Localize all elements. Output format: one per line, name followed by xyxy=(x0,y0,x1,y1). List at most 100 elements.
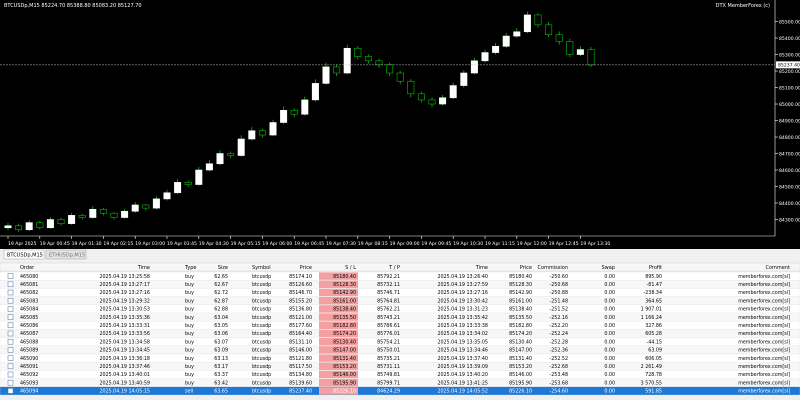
current-price-box xyxy=(776,61,800,69)
y-tick-label: 85300.00 xyxy=(779,52,800,58)
candle-body xyxy=(364,56,372,62)
table-cell: 2025.04.19 13:34:46 xyxy=(437,348,488,354)
y-tick-label: 85200.00 xyxy=(779,69,800,75)
table-cell: memberforex.com[sl] xyxy=(738,339,790,345)
table-cell: 85174.10 xyxy=(289,274,312,280)
table-cell: 85731.11 xyxy=(377,364,400,370)
table-cell: btcusdp xyxy=(252,282,271,288)
table-cell: 85735.21 xyxy=(377,356,400,362)
candle-body xyxy=(110,212,118,218)
table-cell: memberforex.com[sl] xyxy=(738,307,790,313)
column-header[interactable]: Swap xyxy=(601,265,615,271)
table-cell: 63.42 xyxy=(214,380,228,386)
table-cell: memberforex.com[sl] xyxy=(738,372,790,378)
table-cell: -254.60 xyxy=(549,389,568,395)
candle-body xyxy=(15,225,23,231)
table-cell: 465081 xyxy=(20,282,38,288)
row-icon xyxy=(7,314,14,320)
row-icon xyxy=(7,338,14,345)
table-row[interactable] xyxy=(0,386,800,396)
column-header[interactable]: Price xyxy=(520,265,532,271)
x-tick-label: 19 Apr 00:45 xyxy=(40,241,70,247)
x-tick-label: 19 Apr 03:00 xyxy=(135,241,165,247)
table-cell: 85786.61 xyxy=(377,323,400,329)
candle-body xyxy=(502,35,510,47)
table-cell: 465088 xyxy=(20,339,38,345)
column-header[interactable]: Commission xyxy=(537,265,568,271)
table-cell: 63.09 xyxy=(648,348,662,354)
chart-header: BTCUSDp,M15 85224.70 85388.80 85083.20 8… xyxy=(4,3,142,9)
candle-body xyxy=(439,97,447,105)
table-cell: memberforex.com[sl] xyxy=(738,389,790,395)
chart-tab[interactable] xyxy=(3,249,45,260)
candle-body xyxy=(428,99,436,105)
x-tick-label: 19 Apr 06:45 xyxy=(294,241,324,247)
table-cell: 85139.60 xyxy=(289,380,312,386)
candle-body xyxy=(417,93,425,101)
table-cell: memberforex.com[sl] xyxy=(738,274,790,280)
table-cell: 85764.81 xyxy=(377,298,400,304)
table-cell: 85182.80 xyxy=(333,323,356,329)
candle-body xyxy=(152,198,160,209)
column-header[interactable]: Order xyxy=(20,265,35,271)
table-cell: 85147.00 xyxy=(333,348,356,354)
table-cell: 84624.29 xyxy=(377,389,400,395)
candle-body xyxy=(587,49,595,66)
table-cell: 63.37 xyxy=(214,372,228,378)
row-icon xyxy=(7,379,14,386)
table-cell: memberforex.com[sl] xyxy=(738,356,790,362)
row-icon xyxy=(7,388,14,394)
table-cell: btcusdp xyxy=(252,380,271,386)
table-cell: 3 570.55 xyxy=(641,380,662,386)
table-cell: 85121.80 xyxy=(289,356,312,362)
y-tick-label: 84600.00 xyxy=(779,168,800,174)
table-cell: 0.00 xyxy=(604,356,615,362)
table-cell: buy xyxy=(185,356,194,362)
chart-tab[interactable] xyxy=(45,249,87,260)
y-tick-label: 84900.00 xyxy=(779,118,800,124)
table-cell: 2025.04.19 13:37:46 xyxy=(99,364,150,370)
table-cell: 85161.00 xyxy=(333,298,356,304)
table-cell: 63.05 xyxy=(214,323,228,329)
candle-body xyxy=(301,99,309,115)
table-cell: 85161.00 xyxy=(509,298,532,304)
table-cell: 1 907.01 xyxy=(641,307,662,313)
column-header[interactable]: Time xyxy=(137,265,150,271)
table-cell: 85174.20 xyxy=(333,331,356,337)
table-cell: 85126.60 xyxy=(289,282,312,288)
column-header[interactable]: Profit xyxy=(649,265,662,271)
row-icon xyxy=(7,273,14,279)
table-cell: 606.05 xyxy=(645,356,662,362)
column-header[interactable]: Comment xyxy=(766,265,791,271)
column-header[interactable]: S / L xyxy=(345,265,356,271)
column-header[interactable]: T / P xyxy=(388,265,400,271)
table-cell: 2025.04.19 13:34:58 xyxy=(99,339,150,345)
column-header[interactable]: Symbol xyxy=(252,265,271,271)
table-cell: buy xyxy=(185,372,194,378)
column-header[interactable]: Time xyxy=(475,265,488,271)
table-cell: 62.87 xyxy=(214,298,228,304)
table-cell: 2025.04.19 13:31:23 xyxy=(437,307,488,313)
column-header[interactable]: Type xyxy=(184,265,196,271)
table-cell: memberforex.com[sl] xyxy=(738,290,790,296)
table-cell: 85749.81 xyxy=(377,372,400,378)
cell-highlight xyxy=(319,354,358,362)
x-tick-label: 19 Apr 04:30 xyxy=(199,241,229,247)
table-cell: 2025.04.19 13:35:05 xyxy=(437,339,488,345)
table-cell: 2025.04.19 13:26:40 xyxy=(437,274,488,280)
table-cell: 85135.50 xyxy=(509,315,532,321)
column-header[interactable]: Size xyxy=(218,265,228,271)
candle-body xyxy=(99,208,107,214)
table-cell: -250.88 xyxy=(549,290,568,296)
candle-body xyxy=(163,192,171,200)
column-header[interactable]: Price xyxy=(300,265,312,271)
cell-highlight xyxy=(319,329,358,338)
row-icon xyxy=(7,297,14,304)
candle-body xyxy=(354,47,362,57)
table-cell: 0.00 xyxy=(604,298,615,304)
x-tick-label: 19 Apr 09:45 xyxy=(421,241,451,247)
table-cell: 2025.04.19 13:35:36 xyxy=(99,315,150,321)
table-cell: -81.47 xyxy=(647,282,662,288)
chart-tab-label: BTCUSDp,M15 xyxy=(7,253,43,259)
candle-body xyxy=(449,85,457,99)
